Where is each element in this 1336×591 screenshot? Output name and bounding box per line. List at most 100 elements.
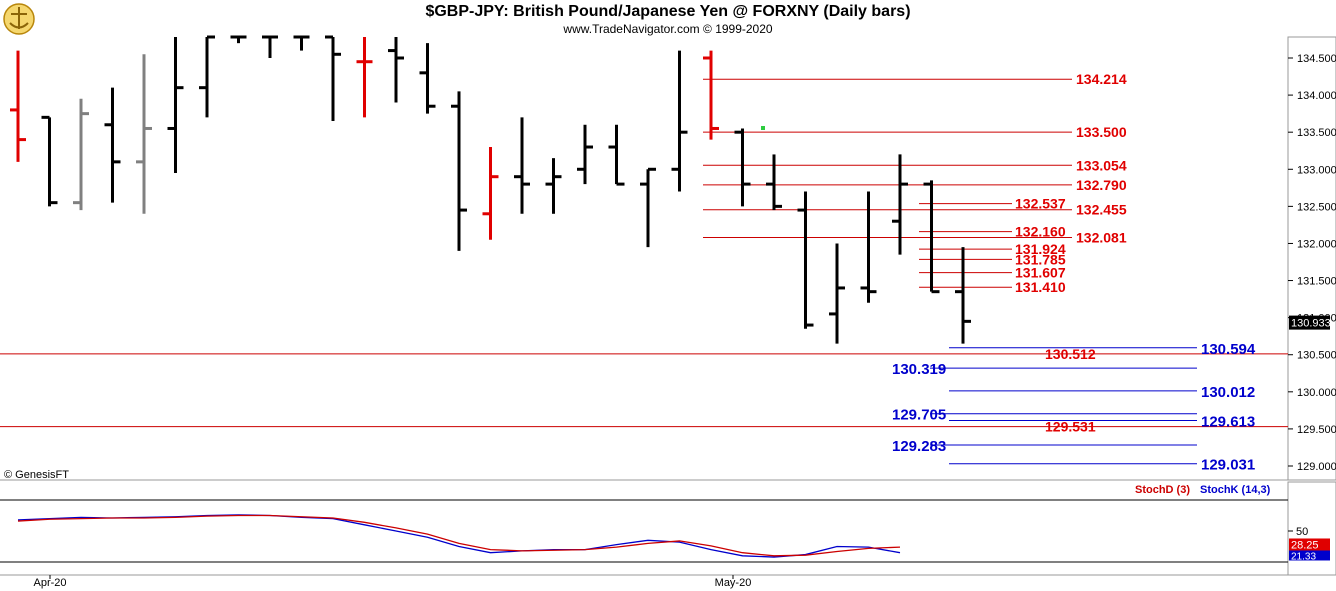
current-price-label: 130.933 bbox=[1291, 318, 1331, 330]
blue-level-label: 130.319 bbox=[892, 361, 946, 378]
blue-level: 130.594 bbox=[949, 341, 1256, 358]
y-tick-label: 133.500 bbox=[1297, 127, 1336, 139]
y-tick-label: 129.500 bbox=[1297, 424, 1336, 436]
red-level-label: 131.924 bbox=[1015, 241, 1066, 257]
ohlc-bar bbox=[545, 158, 562, 214]
ohlc-bar bbox=[766, 154, 782, 211]
ohlc-bar bbox=[451, 91, 467, 251]
stoch-d-value: 28.25 bbox=[1291, 539, 1319, 551]
red-level-label: 130.512 bbox=[1045, 346, 1096, 362]
ohlc-bar bbox=[10, 50, 26, 162]
ohlc-bar bbox=[514, 117, 530, 214]
stoch-d-value-box bbox=[1289, 538, 1330, 551]
red-level-label: 132.537 bbox=[1015, 196, 1066, 212]
red-level: 131.410 bbox=[919, 279, 1066, 295]
red-level: 131.924 bbox=[919, 241, 1066, 257]
red-level: 133.054 bbox=[703, 157, 1127, 173]
x-tick-label: Apr-20 bbox=[33, 577, 66, 589]
red-level-label: 134.214 bbox=[1076, 71, 1127, 87]
red-level: 132.455 bbox=[703, 202, 1127, 218]
red-level: 134.214 bbox=[703, 71, 1127, 87]
ohlc-bar bbox=[734, 128, 751, 207]
stoch-k-value: 21.33 bbox=[1291, 551, 1316, 562]
y-tick-label: 133.000 bbox=[1297, 164, 1336, 176]
red-level: 131.785 bbox=[919, 251, 1066, 267]
red-level-label: 131.785 bbox=[1015, 251, 1066, 267]
red-level: 129.531 bbox=[0, 419, 1288, 435]
blue-level-label: 130.594 bbox=[1201, 341, 1256, 358]
stoch-k-value-box bbox=[1289, 550, 1330, 561]
blue-level-label: 130.012 bbox=[1201, 384, 1255, 401]
ohlc-bar bbox=[671, 50, 688, 192]
red-level-label: 132.790 bbox=[1076, 177, 1127, 193]
y-tick-label: 130.000 bbox=[1297, 387, 1336, 399]
ohlc-bar bbox=[482, 147, 499, 240]
ohlc-bar bbox=[419, 43, 436, 114]
red-level: 130.512 bbox=[0, 346, 1288, 362]
blue-level-label: 129.705 bbox=[892, 407, 946, 424]
stoch-k-legend: StochK (14,3) bbox=[1200, 484, 1271, 496]
ohlc-bar bbox=[640, 167, 656, 248]
red-level-label: 132.081 bbox=[1076, 229, 1127, 245]
ohlc-bar bbox=[923, 180, 940, 294]
ohlc-bar bbox=[136, 54, 152, 214]
blue-level-label: 129.613 bbox=[1201, 414, 1255, 431]
ohlc-bar bbox=[829, 243, 845, 344]
red-level-label: 131.410 bbox=[1015, 279, 1066, 295]
ohlc-bar bbox=[73, 98, 89, 211]
ohlc-bar bbox=[104, 87, 121, 203]
copyright-label: © GenesisFT bbox=[4, 469, 69, 481]
red-level: 132.790 bbox=[703, 177, 1127, 193]
y-tick-label: 134.500 bbox=[1297, 53, 1336, 65]
red-level: 132.160 bbox=[919, 224, 1066, 240]
y-tick-label: 131.500 bbox=[1297, 276, 1336, 288]
blue-level-label: 129.031 bbox=[1201, 457, 1255, 474]
stoch-d-legend: StochD (3) bbox=[1135, 484, 1190, 496]
y-tick-label: 132.500 bbox=[1297, 201, 1336, 213]
red-level: 133.500 bbox=[703, 124, 1127, 140]
trade-navigator-logo-icon bbox=[3, 3, 35, 35]
stoch-tick-label: 50 bbox=[1296, 526, 1308, 538]
red-level-label: 132.160 bbox=[1015, 224, 1066, 240]
red-level-label: 133.500 bbox=[1076, 124, 1127, 140]
signal-marker bbox=[761, 126, 765, 130]
chart-title: $GBP-JPY: British Pound/Japanese Yen @ F… bbox=[425, 3, 911, 20]
ohlc-bar bbox=[703, 50, 719, 140]
blue-level: 129.283 bbox=[892, 438, 1197, 455]
y-tick-label: 134.000 bbox=[1297, 90, 1336, 102]
red-level-label: 133.054 bbox=[1076, 157, 1127, 173]
x-tick-label: May-20 bbox=[715, 577, 752, 589]
red-level: 132.537 bbox=[919, 196, 1066, 212]
red-level: 132.081 bbox=[703, 229, 1127, 245]
ohlc-bar bbox=[262, 35, 278, 58]
y-tick-label: 129.000 bbox=[1297, 461, 1336, 473]
ohlc-bar bbox=[797, 191, 814, 329]
ohlc-bar bbox=[167, 37, 184, 173]
ohlc-bar bbox=[892, 154, 908, 255]
ohlc-bar bbox=[293, 35, 310, 51]
blue-level: 129.705 bbox=[892, 407, 1197, 424]
ohlc-bar bbox=[230, 35, 247, 44]
ohlc-bar bbox=[608, 124, 625, 186]
current-price-box bbox=[1289, 315, 1330, 330]
red-level-label: 129.531 bbox=[1045, 419, 1096, 435]
blue-level-label: 129.283 bbox=[892, 438, 946, 455]
blue-level: 129.031 bbox=[949, 457, 1255, 474]
red-level: 131.607 bbox=[919, 265, 1066, 281]
price-axis-panel bbox=[1287, 36, 1336, 481]
blue-level: 130.012 bbox=[949, 384, 1255, 401]
blue-level: 130.319 bbox=[892, 361, 1197, 378]
stoch-k-line bbox=[17, 514, 901, 558]
blue-level: 129.613 bbox=[949, 414, 1255, 431]
ohlc-bar bbox=[577, 124, 593, 185]
red-level-label: 132.455 bbox=[1076, 202, 1127, 218]
ohlc-bar bbox=[356, 37, 373, 118]
stoch-d-line bbox=[17, 514, 901, 557]
ohlc-bar bbox=[199, 35, 215, 118]
ohlc-bar bbox=[325, 35, 341, 122]
y-tick-label: 130.500 bbox=[1297, 350, 1336, 362]
ohlc-bar bbox=[955, 247, 971, 344]
chart-subtitle: www.TradeNavigator.com © 1999-2020 bbox=[563, 22, 773, 36]
ohlc-bar bbox=[860, 191, 877, 303]
